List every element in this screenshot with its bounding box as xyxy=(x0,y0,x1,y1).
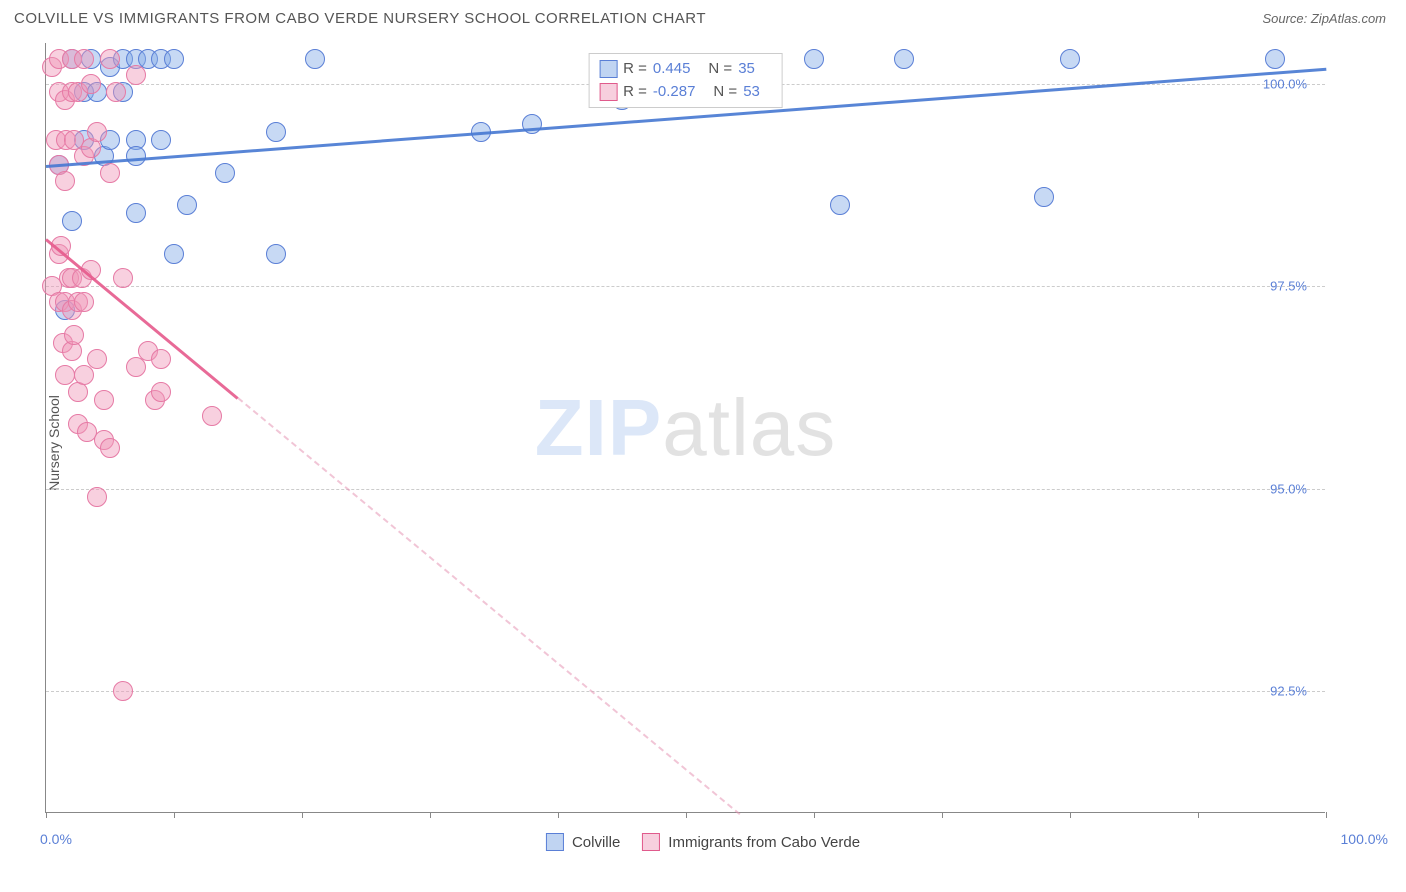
x-tick xyxy=(942,812,943,818)
scatter-point xyxy=(266,244,286,264)
x-tick xyxy=(46,812,47,818)
x-tick xyxy=(302,812,303,818)
watermark: ZIPatlas xyxy=(535,382,836,474)
gridline xyxy=(46,286,1325,287)
scatter-point xyxy=(1060,49,1080,69)
scatter-point xyxy=(74,49,94,69)
scatter-point xyxy=(87,487,107,507)
scatter-point xyxy=(1265,49,1285,69)
legend-item-colville: Colville xyxy=(546,833,620,851)
scatter-point xyxy=(1034,187,1054,207)
scatter-point xyxy=(126,146,146,166)
plot-area: ZIPatlas R = 0.445 N = 35 R = -0.287 N =… xyxy=(45,43,1325,813)
x-axis-min-label: 0.0% xyxy=(40,831,72,847)
watermark-part1: ZIP xyxy=(535,383,662,472)
stats-row-cabo-verde: R = -0.287 N = 53 xyxy=(599,81,772,104)
scatter-point xyxy=(305,49,325,69)
scatter-point xyxy=(126,203,146,223)
scatter-point xyxy=(100,438,120,458)
trendline xyxy=(237,397,740,815)
plot-wrapper: Nursery School ZIPatlas R = 0.445 N = 35… xyxy=(0,33,1406,853)
scatter-point xyxy=(106,82,126,102)
scatter-point xyxy=(100,49,120,69)
legend-swatch-blue-icon xyxy=(546,833,564,851)
x-tick xyxy=(814,812,815,818)
header: COLVILLE VS IMMIGRANTS FROM CABO VERDE N… xyxy=(0,0,1406,33)
x-tick xyxy=(686,812,687,818)
scatter-point xyxy=(100,163,120,183)
x-tick xyxy=(1326,812,1327,818)
legend-item-cabo-verde: Immigrants from Cabo Verde xyxy=(642,833,860,851)
swatch-pink-icon xyxy=(599,83,617,101)
stats-box: R = 0.445 N = 35 R = -0.287 N = 53 xyxy=(588,53,783,108)
scatter-point xyxy=(87,122,107,142)
scatter-point xyxy=(151,349,171,369)
legend-swatch-pink-icon xyxy=(642,833,660,851)
watermark-part2: atlas xyxy=(662,383,836,472)
x-tick xyxy=(1070,812,1071,818)
scatter-point xyxy=(151,382,171,402)
scatter-point xyxy=(164,244,184,264)
gridline xyxy=(46,691,1325,692)
scatter-point xyxy=(177,195,197,215)
x-tick xyxy=(558,812,559,818)
scatter-point xyxy=(113,681,133,701)
scatter-point xyxy=(64,325,84,345)
scatter-point xyxy=(126,65,146,85)
scatter-point xyxy=(81,74,101,94)
x-tick xyxy=(1198,812,1199,818)
x-tick xyxy=(174,812,175,818)
swatch-blue-icon xyxy=(599,60,617,78)
scatter-point xyxy=(215,163,235,183)
y-tick-label: 100.0% xyxy=(1263,76,1307,91)
gridline xyxy=(46,489,1325,490)
scatter-point xyxy=(151,130,171,150)
scatter-point xyxy=(164,49,184,69)
scatter-point xyxy=(830,195,850,215)
legend: Colville Immigrants from Cabo Verde xyxy=(546,833,860,851)
scatter-point xyxy=(74,365,94,385)
chart-title: COLVILLE VS IMMIGRANTS FROM CABO VERDE N… xyxy=(14,10,706,27)
scatter-point xyxy=(126,357,146,377)
scatter-point xyxy=(87,349,107,369)
scatter-point xyxy=(894,49,914,69)
source-label: Source: ZipAtlas.com xyxy=(1262,11,1386,26)
scatter-point xyxy=(804,49,824,69)
scatter-point xyxy=(94,390,114,410)
stats-row-colville: R = 0.445 N = 35 xyxy=(599,58,772,81)
y-tick-label: 97.5% xyxy=(1270,279,1307,294)
x-axis-max-label: 100.0% xyxy=(1341,831,1388,847)
scatter-point xyxy=(202,406,222,426)
scatter-point xyxy=(62,211,82,231)
scatter-point xyxy=(266,122,286,142)
scatter-point xyxy=(113,268,133,288)
y-tick-label: 92.5% xyxy=(1270,684,1307,699)
x-tick xyxy=(430,812,431,818)
scatter-point xyxy=(55,171,75,191)
y-tick-label: 95.0% xyxy=(1270,481,1307,496)
scatter-point xyxy=(74,292,94,312)
